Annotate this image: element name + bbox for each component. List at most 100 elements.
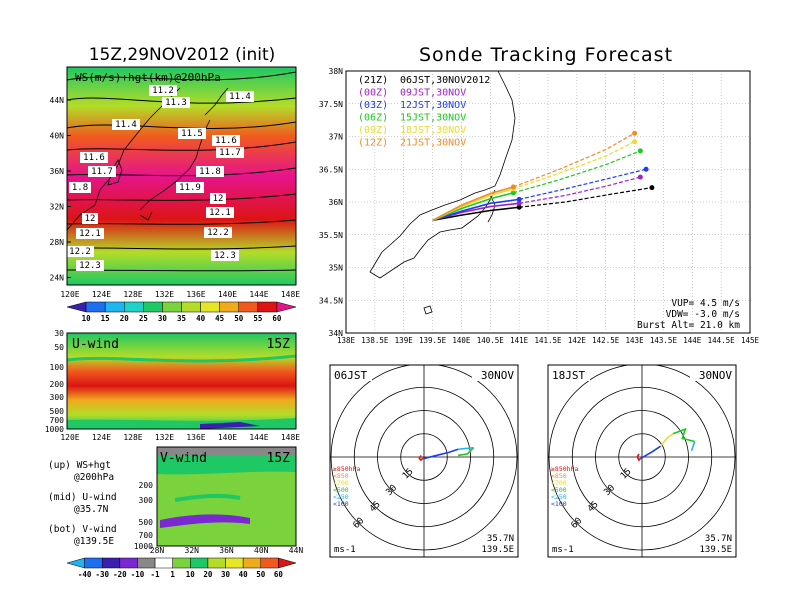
descent-line <box>513 132 635 188</box>
contour-label: 12.3 <box>76 260 104 271</box>
u-x-tick-label: 128E <box>123 433 142 442</box>
track-lon-tick-label: 142.5E <box>592 336 620 345</box>
v-colorbar-swatch <box>260 557 279 569</box>
track-lon-tick-label: 144.5E <box>708 336 736 345</box>
colorbar-label: 20 <box>120 314 130 323</box>
v-colorbar-swatch <box>225 557 244 569</box>
v-colorbar-label: -40 <box>78 570 92 579</box>
hodo-lon: 139.5E <box>699 545 732 555</box>
v-colorbar-label: -10 <box>131 570 145 579</box>
hodo-legend-item: ≥850hPa <box>333 465 360 473</box>
track-lat-ticks: 38N 37.5N 37N 36.5N 36N 35.5N 35N 34.5N 34N <box>319 67 343 338</box>
hodo-legend-item: <100 <box>333 500 349 508</box>
sonde-track <box>432 166 649 222</box>
track-lon-tick-label: 143E <box>626 336 645 345</box>
burst-point <box>510 190 516 196</box>
svg-text:12.2: 12.2 <box>207 228 229 238</box>
landing-point <box>632 130 638 136</box>
contour-label: 12.1 <box>76 228 104 239</box>
hodo-trace <box>423 448 459 460</box>
wind-speed-map: 11.2 11.3 11.4 11.4 11.5 11.6 11.7 11.6 11.7 11.8… <box>50 66 300 323</box>
hodo-ring <box>330 365 518 551</box>
v-wind-panel: V-wind 15Z 200 300 500 700 1000 28N 32N 36N 40N… <box>66 446 304 579</box>
contour-label: 11.5 <box>178 128 206 139</box>
u-y-tick-label: 500 <box>50 407 65 416</box>
hodo-legend-item: <700 <box>333 479 349 487</box>
contour-label: 12.2 <box>66 246 94 257</box>
track-lat-tick-label: 36N <box>329 198 344 207</box>
svg-text:12JST,30NOV: 12JST,30NOV <box>400 100 466 111</box>
v-x-tick-label: 28N <box>150 546 165 555</box>
svg-text:11.2: 11.2 <box>152 86 174 96</box>
hodo-ring <box>353 386 495 528</box>
legend-bot2: @139.5E <box>74 536 114 547</box>
track-lat-tick-label: 34N <box>329 329 344 338</box>
descent-line <box>519 176 641 204</box>
track-lon-tick-label: 140E <box>452 336 471 345</box>
track-lat-tick-label: 34.5N <box>319 296 343 305</box>
lon-ticks: 120E 124E 128E 132E 136E 140E 144E 148E <box>60 290 300 299</box>
lon-tick-label: 124E <box>92 290 111 299</box>
hodo-ring <box>618 433 666 481</box>
ascent-line <box>432 192 514 222</box>
svg-text:(06Z): (06Z) <box>358 113 388 124</box>
svg-text:11.5: 11.5 <box>181 129 203 139</box>
contour-label: 11.4 <box>112 119 140 130</box>
svg-text:18JST,30NOV: 18JST,30NOV <box>400 125 466 136</box>
contour-label: 11.9 <box>176 182 204 193</box>
contour-label: 12.3 <box>211 250 239 261</box>
track-map: (21Z) 06JST,30NOV2012(00Z) 09JST,30NOV(03Z… <box>319 67 760 345</box>
v-colorbar-swatch <box>66 557 85 569</box>
hodo-legend-item: <850 <box>551 472 567 480</box>
v-x-tick-label: 32N <box>185 546 200 555</box>
v-y-tick-label: 200 <box>139 481 154 490</box>
colorbar-swatch <box>162 301 182 313</box>
contour-label: 11.8 <box>196 166 224 177</box>
speed-colorbar: 10 15 20 25 30 35 40 45 50 55 60 <box>66 301 297 323</box>
legend-up2: @200hPa <box>74 472 114 483</box>
landing-point <box>632 139 638 145</box>
svg-text:11.7: 11.7 <box>219 148 241 158</box>
svg-text:11.8: 11.8 <box>199 167 221 177</box>
svg-text:11.7: 11.7 <box>91 167 113 177</box>
track-lon-tick-label: 141.5E <box>534 336 562 345</box>
colorbar-label: 30 <box>158 314 168 323</box>
hodo-ring <box>377 410 471 504</box>
v-colorbar-swatch <box>137 557 156 569</box>
v-x-tick-label: 44N <box>289 546 304 555</box>
burst-point <box>516 204 522 210</box>
u-y-tick-label: 300 <box>50 393 65 402</box>
hodo-legend-item: <250 <box>333 493 349 501</box>
v-wind-time: 15Z <box>267 451 291 466</box>
u-y-tick-label: 100 <box>50 363 65 372</box>
u-y-tick-label: 1000 <box>45 425 64 434</box>
right-title: Sonde Tracking Forecast <box>419 44 673 66</box>
colorbar-swatch <box>124 301 144 313</box>
landing-point <box>643 166 649 172</box>
svg-text:12: 12 <box>213 194 224 204</box>
colorbar-label: 25 <box>139 314 148 323</box>
v-colorbar-swatch <box>242 557 262 569</box>
v-colorbar-swatch <box>278 557 297 569</box>
svg-text:11.6: 11.6 <box>215 136 237 146</box>
hodo-trace <box>636 453 642 462</box>
u-y-tick-label: 700 <box>50 416 65 425</box>
hodo-trace <box>672 427 695 443</box>
ascent-line <box>432 186 514 222</box>
track-lon-tick-label: 139E <box>395 336 414 345</box>
track-lat-tick-label: 35N <box>329 264 344 273</box>
svg-text:1.8: 1.8 <box>72 183 88 193</box>
svg-text:(21Z): (21Z) <box>358 75 388 86</box>
track-lat-tick-label: 37.5N <box>319 100 343 109</box>
svg-text:12.3: 12.3 <box>214 251 236 261</box>
u-wind-label: U-wind <box>72 337 119 352</box>
u-y-tick-label: 200 <box>50 380 65 389</box>
legend-mid2: @35.7N <box>74 504 109 515</box>
top-map-label: WS(m/s)+hgt(km)@200hPa <box>75 71 221 84</box>
u-x-tick-label: 124E <box>92 433 111 442</box>
v-x-tick-label: 40N <box>254 546 269 555</box>
landing-point <box>649 185 655 191</box>
